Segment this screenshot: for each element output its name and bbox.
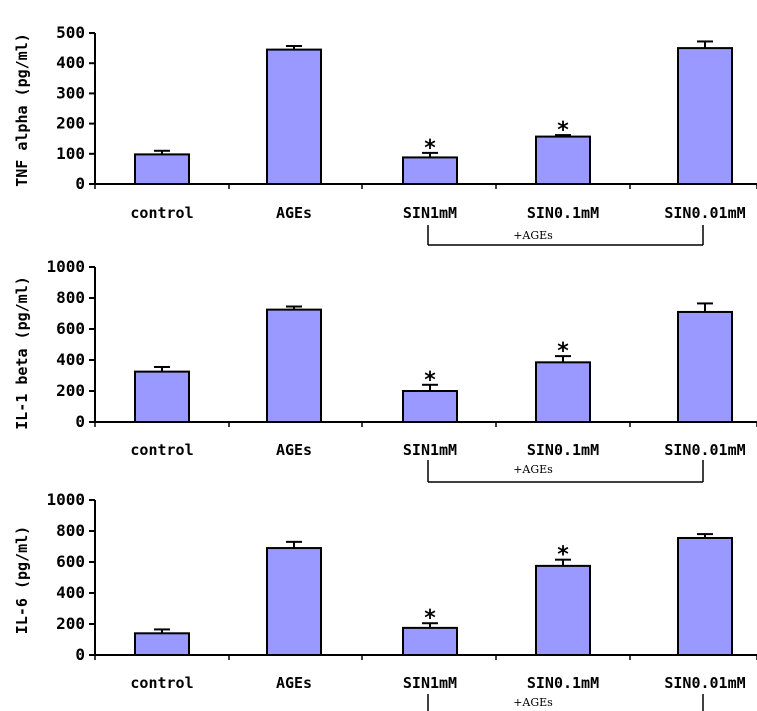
significance-marker: * [424,606,436,631]
category-label: SIN0.01mM [664,441,745,459]
bar [402,156,458,185]
y-tick-label: 0 [75,645,85,664]
significance-marker: * [424,368,436,393]
y-axis-label: TNF alpha (pg/ml) [13,33,31,187]
y-tick-label: 200 [56,114,85,133]
y-tick-label: 800 [56,288,85,307]
category-label: SIN0.01mM [664,204,745,222]
group-annotation: +AGEs [513,463,553,476]
bar [134,632,190,656]
bar [402,626,458,656]
bar [677,536,733,656]
category-label: SIN1mM [403,441,457,459]
bar [677,310,733,424]
category-label: AGEs [276,204,312,222]
category-label: SIN0.1mM [527,204,599,222]
significance-marker: * [557,118,569,143]
y-axis-label: IL-1 beta (pg/ml) [13,276,31,430]
y-tick-label: 1000 [46,490,85,509]
y-tick-label: 400 [56,583,85,602]
y-tick-label: 500 [56,23,85,42]
bar [266,547,322,656]
y-tick-label: 0 [75,412,85,431]
category-label: AGEs [276,441,312,459]
category-label: AGEs [276,674,312,692]
bar [266,48,322,185]
y-tick-label: 600 [56,552,85,571]
bar [535,135,591,185]
bar [134,153,190,186]
category-label: control [130,674,193,692]
y-tick-label: 0 [75,174,85,193]
category-label: SIN0.1mM [527,674,599,692]
y-tick-label: 1000 [46,257,85,276]
category-label: SIN1mM [403,204,457,222]
bar [535,361,591,424]
y-tick-label: 400 [56,53,85,72]
y-tick-label: 300 [56,83,85,102]
bar [266,308,322,423]
significance-marker: * [424,136,436,161]
group-annotation: +AGEs [513,696,553,709]
y-tick-label: 800 [56,521,85,540]
category-label: SIN0.1mM [527,441,599,459]
y-tick-label: 200 [56,614,85,633]
y-tick-label: 100 [56,144,85,163]
y-tick-label: 600 [56,319,85,338]
bar [402,390,458,423]
category-label: SIN1mM [403,674,457,692]
category-label: SIN0.01mM [664,674,745,692]
significance-marker: * [557,339,569,364]
y-tick-label: 400 [56,350,85,369]
significance-marker: * [557,543,569,568]
bar [535,564,591,656]
category-label: control [130,204,193,222]
y-axis-label: IL-6 (pg/ml) [13,526,31,634]
group-annotation: +AGEs [513,229,553,242]
y-tick-label: 200 [56,381,85,400]
bar [677,47,733,185]
category-label: control [130,441,193,459]
bar [134,370,190,423]
